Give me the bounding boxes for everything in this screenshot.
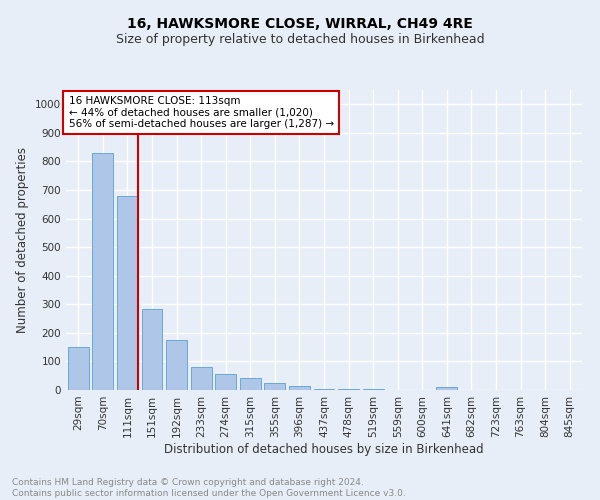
Text: 16 HAWKSMORE CLOSE: 113sqm
← 44% of detached houses are smaller (1,020)
56% of s: 16 HAWKSMORE CLOSE: 113sqm ← 44% of deta… — [68, 96, 334, 129]
Bar — [240, 378, 261, 390]
Bar — [215, 374, 236, 390]
Bar — [117, 196, 138, 390]
Bar — [289, 386, 310, 390]
Bar — [362, 388, 383, 390]
Bar — [142, 308, 163, 390]
Y-axis label: Number of detached properties: Number of detached properties — [16, 147, 29, 333]
Text: 16, HAWKSMORE CLOSE, WIRRAL, CH49 4RE: 16, HAWKSMORE CLOSE, WIRRAL, CH49 4RE — [127, 18, 473, 32]
Bar — [436, 387, 457, 390]
Bar — [338, 388, 359, 390]
Text: Contains HM Land Registry data © Crown copyright and database right 2024.
Contai: Contains HM Land Registry data © Crown c… — [12, 478, 406, 498]
Bar — [265, 383, 286, 390]
Bar — [68, 347, 89, 390]
Text: Size of property relative to detached houses in Birkenhead: Size of property relative to detached ho… — [116, 32, 484, 46]
X-axis label: Distribution of detached houses by size in Birkenhead: Distribution of detached houses by size … — [164, 442, 484, 456]
Bar — [166, 340, 187, 390]
Bar — [191, 367, 212, 390]
Bar — [92, 153, 113, 390]
Bar — [314, 388, 334, 390]
